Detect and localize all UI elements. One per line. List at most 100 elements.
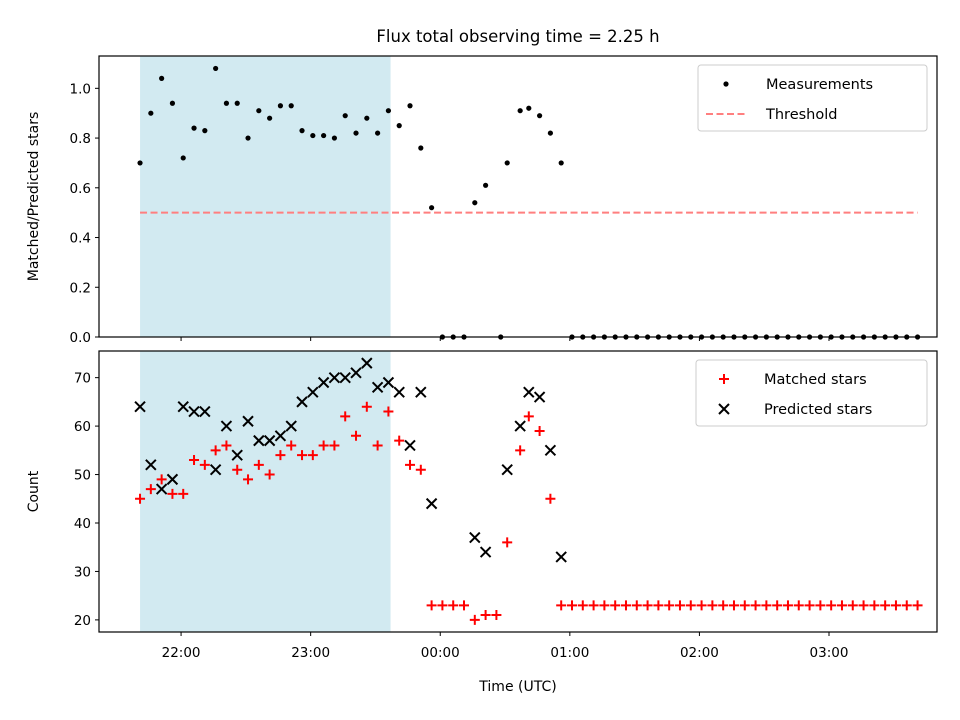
matched-star-point <box>189 455 200 466</box>
matched-star-point <box>426 600 437 611</box>
predicted-star-point <box>523 386 535 398</box>
axes-frame <box>98 350 938 633</box>
x-tick-label: 00:00 <box>421 645 460 661</box>
matched-star-point <box>642 600 653 611</box>
matched-star-point <box>515 445 526 456</box>
matched-star-point <box>577 600 588 611</box>
matched-star-point <box>793 600 804 611</box>
predicted-star-point <box>263 434 276 447</box>
matched-star-point <box>361 401 372 412</box>
predicted-star-point <box>145 459 157 471</box>
matched-star-point <box>264 469 275 480</box>
matched-star-point <box>221 440 232 451</box>
measurement-point <box>159 75 165 81</box>
predicted-star-point <box>188 405 200 418</box>
axes-frame <box>98 55 938 338</box>
matched-star-point <box>707 600 718 611</box>
predicted-star-point <box>166 473 179 486</box>
x-tick-label: 23:00 <box>291 645 330 661</box>
y-tick-label: 0.4 <box>70 231 91 247</box>
matched-star-point <box>448 600 459 611</box>
measurement-point <box>299 128 305 134</box>
measurement-point <box>137 160 143 166</box>
measurement-point <box>169 100 176 106</box>
y-tick-label: 0.8 <box>70 131 91 147</box>
y-tick-label: 30 <box>74 564 91 580</box>
measurement-point <box>234 100 240 106</box>
predicted-star-point <box>514 420 526 432</box>
matched-star-point <box>480 610 491 621</box>
predicted-star-point <box>285 420 297 432</box>
matched-star-point <box>869 600 880 611</box>
predicted-star-point <box>479 546 492 558</box>
matched-star-point <box>782 600 793 611</box>
matched-star-point <box>253 459 264 470</box>
matched-star-point <box>243 474 254 485</box>
measurement-point <box>472 200 478 206</box>
measurement-point <box>310 132 316 139</box>
measurement-point <box>536 113 543 119</box>
measurement-point <box>256 108 262 114</box>
predicted-star-point <box>393 386 405 398</box>
matched-star-point <box>631 600 642 611</box>
matched-star-point <box>178 488 189 499</box>
measurement-point <box>558 160 564 166</box>
matched-star-point <box>383 406 394 417</box>
y-tick-label: 20 <box>74 613 91 629</box>
matched-star-point <box>880 600 891 611</box>
matched-star-point <box>167 488 178 499</box>
predicted-star-point <box>307 386 319 398</box>
matched-star-point <box>890 600 901 611</box>
matched-star-point <box>491 610 502 621</box>
matched-star-point <box>728 600 739 611</box>
matched-star-point <box>459 600 470 611</box>
matched-star-point <box>804 600 815 611</box>
matched-star-point <box>351 430 362 441</box>
predicted-star-point <box>231 449 243 461</box>
predicted-star-point <box>469 531 481 544</box>
predicted-star-point <box>199 405 211 418</box>
legend-box <box>695 359 928 427</box>
matched-star-point <box>232 464 243 475</box>
y-axis-label: Matched/Predicted stars <box>26 112 42 282</box>
matched-star-point <box>739 600 750 611</box>
matched-star-point <box>372 440 383 451</box>
measurement-point <box>148 110 154 116</box>
matched-star-point <box>210 445 221 456</box>
predicted-star-point <box>555 551 567 563</box>
predicted-star-point <box>350 367 362 379</box>
matched-star-point <box>318 440 329 451</box>
matched-star-point <box>664 600 675 611</box>
x-tick-label: 03:00 <box>810 645 849 661</box>
matched-star-point <box>156 474 167 485</box>
measurement-point <box>202 128 208 134</box>
y-tick-label: 1.0 <box>70 81 91 97</box>
legend-label: Matched stars <box>764 372 867 388</box>
matched-star-point <box>556 600 567 611</box>
predicted-star-point <box>371 381 384 394</box>
matched-star-point <box>297 450 308 461</box>
legend-plus-marker <box>719 374 729 384</box>
matched-star-point <box>307 450 318 461</box>
measurement-point <box>364 115 370 121</box>
measurement-point <box>396 123 402 129</box>
legend-label: Predicted stars <box>764 402 872 418</box>
measurement-point <box>429 205 435 211</box>
measurement-point <box>375 130 381 136</box>
measurement-point <box>191 125 197 131</box>
measurement-point <box>213 65 219 72</box>
x-tick-label: 22:00 <box>162 645 201 661</box>
measurement-point <box>180 155 186 161</box>
matched-star-point <box>566 600 577 611</box>
measurement-point <box>342 113 348 119</box>
shaded-interval <box>140 56 391 337</box>
matched-star-point <box>815 600 826 611</box>
matched-star-point <box>836 600 847 611</box>
legend-dot-marker <box>723 81 729 87</box>
measurement-point <box>223 100 230 106</box>
series-predicted-stars <box>134 357 567 563</box>
predicted-star-point <box>544 444 557 457</box>
matched-star-point <box>415 464 426 475</box>
matched-star-point <box>761 600 772 611</box>
predicted-star-point <box>415 386 427 398</box>
